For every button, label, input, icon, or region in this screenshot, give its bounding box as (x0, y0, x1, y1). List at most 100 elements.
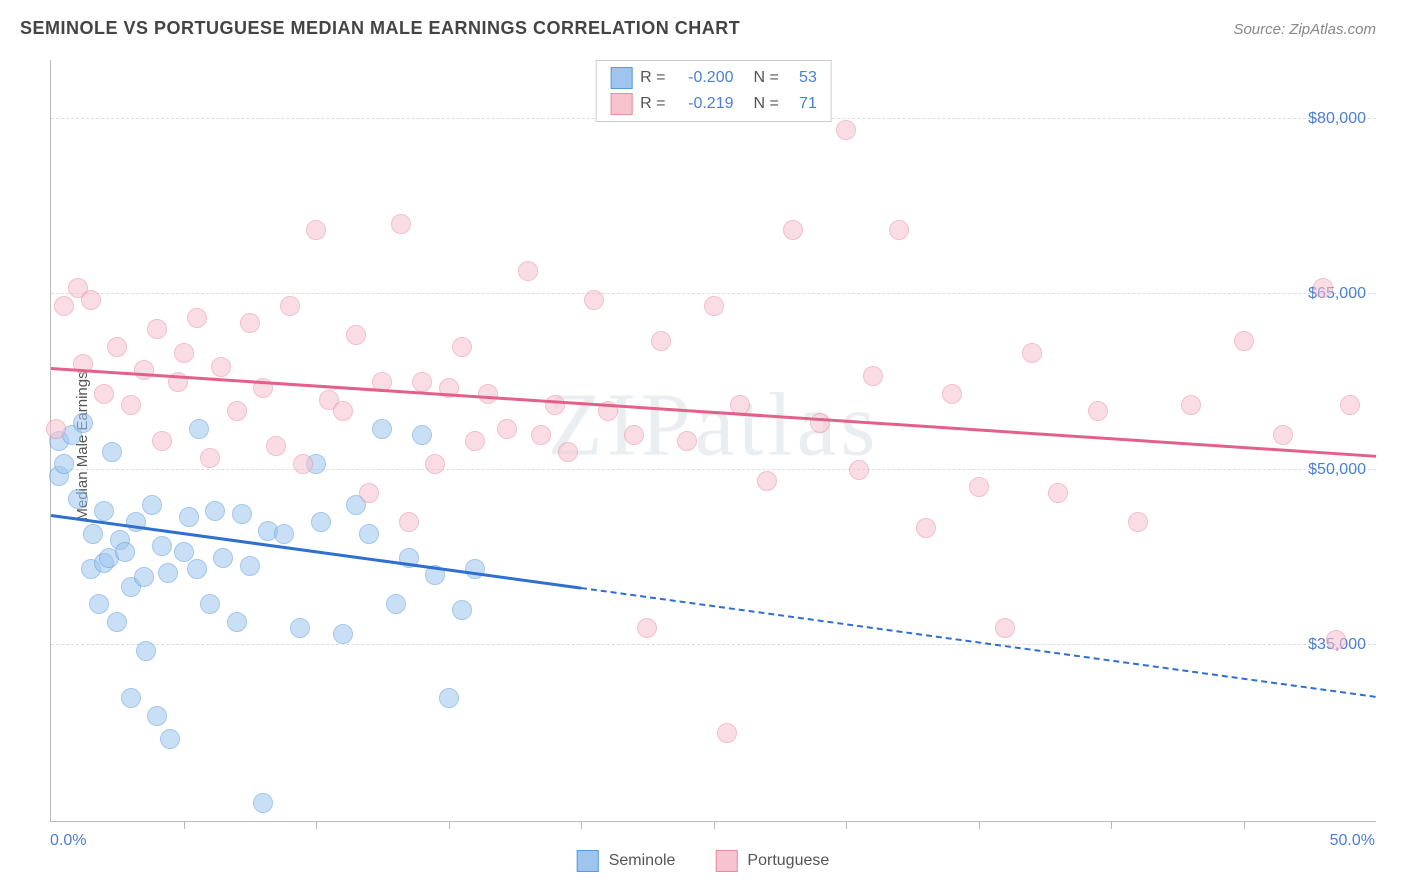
data-point (54, 296, 74, 316)
data-point (497, 419, 517, 439)
data-point (54, 454, 74, 474)
gridline (51, 469, 1376, 470)
data-point (465, 431, 485, 451)
data-point (995, 618, 1015, 638)
chart-area: ZIPatlas $35,000$50,000$65,000$80,000R =… (50, 60, 1376, 822)
trend-line (51, 367, 1376, 458)
data-point (889, 220, 909, 240)
data-point (147, 319, 167, 339)
data-point (1128, 512, 1148, 532)
data-point (558, 442, 578, 462)
legend-swatch (715, 850, 737, 872)
data-point (478, 384, 498, 404)
y-tick-label: $50,000 (1308, 461, 1366, 479)
data-point (677, 431, 697, 451)
chart-title: SEMINOLE VS PORTUGUESE MEDIAN MALE EARNI… (20, 18, 740, 39)
stats-row: R =-0.219N =71 (610, 91, 817, 117)
data-point (293, 454, 313, 474)
data-point (158, 563, 178, 583)
data-point (46, 419, 66, 439)
data-point (152, 431, 172, 451)
data-point (189, 419, 209, 439)
data-point (465, 559, 485, 579)
plot-area: ZIPatlas $35,000$50,000$65,000$80,000R =… (50, 60, 1376, 822)
data-point (160, 729, 180, 749)
data-point (346, 325, 366, 345)
gridline (51, 644, 1376, 645)
data-point (68, 489, 88, 509)
data-point (240, 313, 260, 333)
data-point (211, 357, 231, 377)
data-point (836, 120, 856, 140)
data-point (134, 360, 154, 380)
data-point (1048, 483, 1068, 503)
legend-item: Seminole (577, 850, 676, 872)
source-attribution: Source: ZipAtlas.com (1233, 21, 1376, 38)
stats-row: R =-0.200N =53 (610, 65, 817, 91)
legend: Seminole Portuguese (577, 850, 830, 872)
data-point (399, 512, 419, 532)
data-point (83, 524, 103, 544)
data-point (280, 296, 300, 316)
data-point (637, 618, 657, 638)
data-point (704, 296, 724, 316)
data-point (359, 483, 379, 503)
y-tick-label: $80,000 (1308, 110, 1366, 128)
data-point (205, 501, 225, 521)
correlation-stats-box: R =-0.200N =53R =-0.219N =71 (595, 60, 832, 122)
data-point (391, 214, 411, 234)
data-point (94, 501, 114, 521)
x-tick (184, 821, 185, 829)
data-point (452, 600, 472, 620)
data-point (810, 413, 830, 433)
x-tick-label: 50.0% (1330, 832, 1375, 850)
data-point (359, 524, 379, 544)
data-point (174, 542, 194, 562)
data-point (102, 442, 122, 462)
data-point (518, 261, 538, 281)
data-point (187, 559, 207, 579)
data-point (412, 425, 432, 445)
data-point (452, 337, 472, 357)
data-point (227, 612, 247, 632)
data-point (412, 372, 432, 392)
x-tick (979, 821, 980, 829)
data-point (849, 460, 869, 480)
data-point (1088, 401, 1108, 421)
data-point (81, 290, 101, 310)
data-point (174, 343, 194, 363)
gridline (51, 293, 1376, 294)
data-point (306, 220, 326, 240)
data-point (545, 395, 565, 415)
data-point (115, 542, 135, 562)
data-point (425, 454, 445, 474)
data-point (240, 556, 260, 576)
data-point (89, 594, 109, 614)
stat-n-label: N = (754, 95, 779, 113)
data-point (1313, 278, 1333, 298)
data-point (1340, 395, 1360, 415)
data-point (134, 567, 154, 587)
data-point (333, 624, 353, 644)
x-tick (316, 821, 317, 829)
stat-r-value: -0.200 (674, 69, 734, 87)
x-tick (449, 821, 450, 829)
trend-line-extrapolated (581, 587, 1376, 698)
data-point (213, 548, 233, 568)
series-swatch (610, 93, 632, 115)
data-point (584, 290, 604, 310)
data-point (386, 594, 406, 614)
data-point (142, 495, 162, 515)
data-point (94, 384, 114, 404)
data-point (200, 594, 220, 614)
data-point (651, 331, 671, 351)
data-point (916, 518, 936, 538)
data-point (942, 384, 962, 404)
data-point (266, 436, 286, 456)
data-point (107, 612, 127, 632)
data-point (274, 524, 294, 544)
data-point (200, 448, 220, 468)
legend-label: Portuguese (747, 852, 829, 870)
data-point (227, 401, 247, 421)
data-point (1273, 425, 1293, 445)
